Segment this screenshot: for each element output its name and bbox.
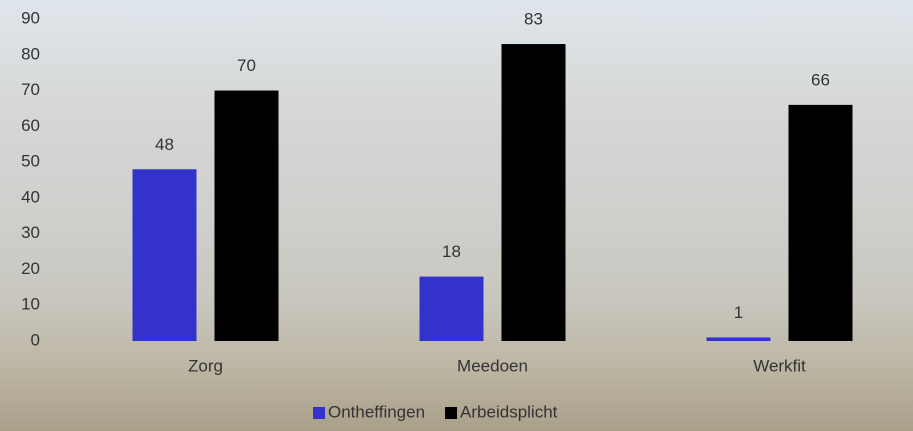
y-tick-label: 70 <box>21 80 40 99</box>
y-tick-label: 60 <box>21 116 40 135</box>
legend-swatch <box>313 407 325 419</box>
bar <box>788 104 853 341</box>
bar <box>214 90 279 341</box>
y-tick-label: 50 <box>21 152 40 171</box>
x-tick-label: Meedoen <box>457 356 528 375</box>
x-tick-label: Zorg <box>188 356 223 375</box>
data-label: 18 <box>442 242 461 261</box>
legend-label: Ontheffingen <box>328 402 425 421</box>
bar <box>132 169 197 341</box>
y-tick-label: 80 <box>21 44 40 63</box>
data-label: 70 <box>237 56 256 75</box>
y-tick-label: 30 <box>21 223 40 242</box>
bar <box>419 276 484 341</box>
data-label: 1 <box>734 303 743 322</box>
legend-label: Arbeidsplicht <box>460 402 558 421</box>
y-tick-label: 40 <box>21 187 40 206</box>
data-label: 83 <box>524 10 543 29</box>
data-label: 48 <box>155 135 174 154</box>
bar <box>501 44 566 342</box>
y-tick-label: 20 <box>21 259 40 278</box>
y-tick-label: 10 <box>21 295 40 314</box>
data-label: 66 <box>811 70 830 89</box>
bar <box>706 337 771 341</box>
y-tick-label: 90 <box>21 8 40 27</box>
legend-swatch <box>445 407 458 419</box>
y-tick-label: 0 <box>31 330 40 349</box>
x-tick-label: Werkfit <box>753 356 806 375</box>
